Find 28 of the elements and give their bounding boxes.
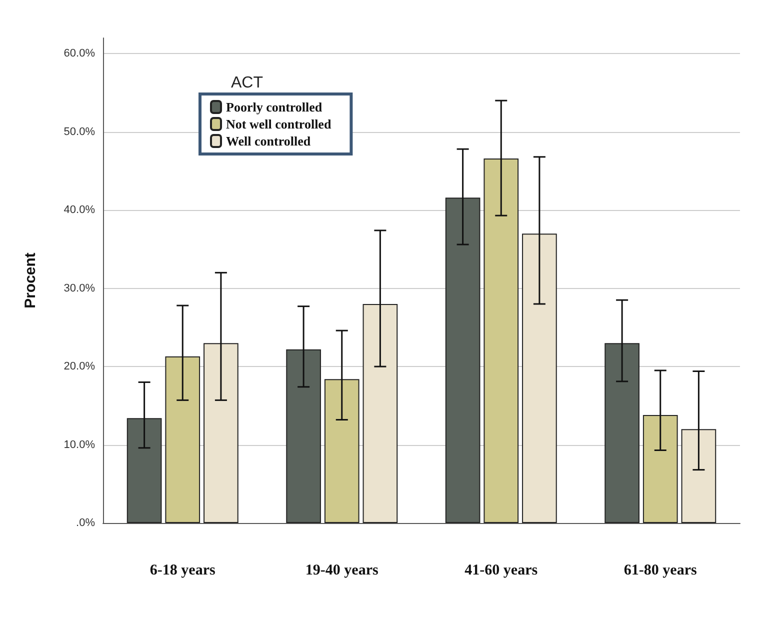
bar [522,234,557,523]
legend-label: Not well controlled [226,116,332,132]
y-tick-label: 50.0% [64,126,96,138]
x-tick-label: 6-18 years [150,562,216,578]
bar [286,349,321,523]
legend-label: Poorly controlled [226,100,323,114]
bar [126,418,162,523]
y-tick-label: 30.0% [64,282,96,294]
y-tick-label: .0% [76,517,96,529]
legend-title: ACT [231,74,264,92]
y-tick-label: 40.0% [64,204,96,216]
y-tick-label: 60.0% [64,48,96,60]
bar [681,429,716,523]
y-tick-label: 20.0% [64,360,96,373]
y-axis-title: Procent [22,252,39,308]
bar [165,356,200,523]
bar [445,198,480,523]
bar [204,343,238,523]
bar [604,343,640,523]
bar [324,379,360,523]
x-tick-label: 19-40 years [305,562,378,578]
legend-label: Well controlled [226,134,312,148]
x-tick-label: 61-80 years [624,562,697,578]
x-tick-label: 41-60 years [464,562,538,578]
bar [484,158,519,523]
y-tick-label: 10.0% [64,438,96,451]
bar [642,415,678,523]
bar [362,304,398,523]
